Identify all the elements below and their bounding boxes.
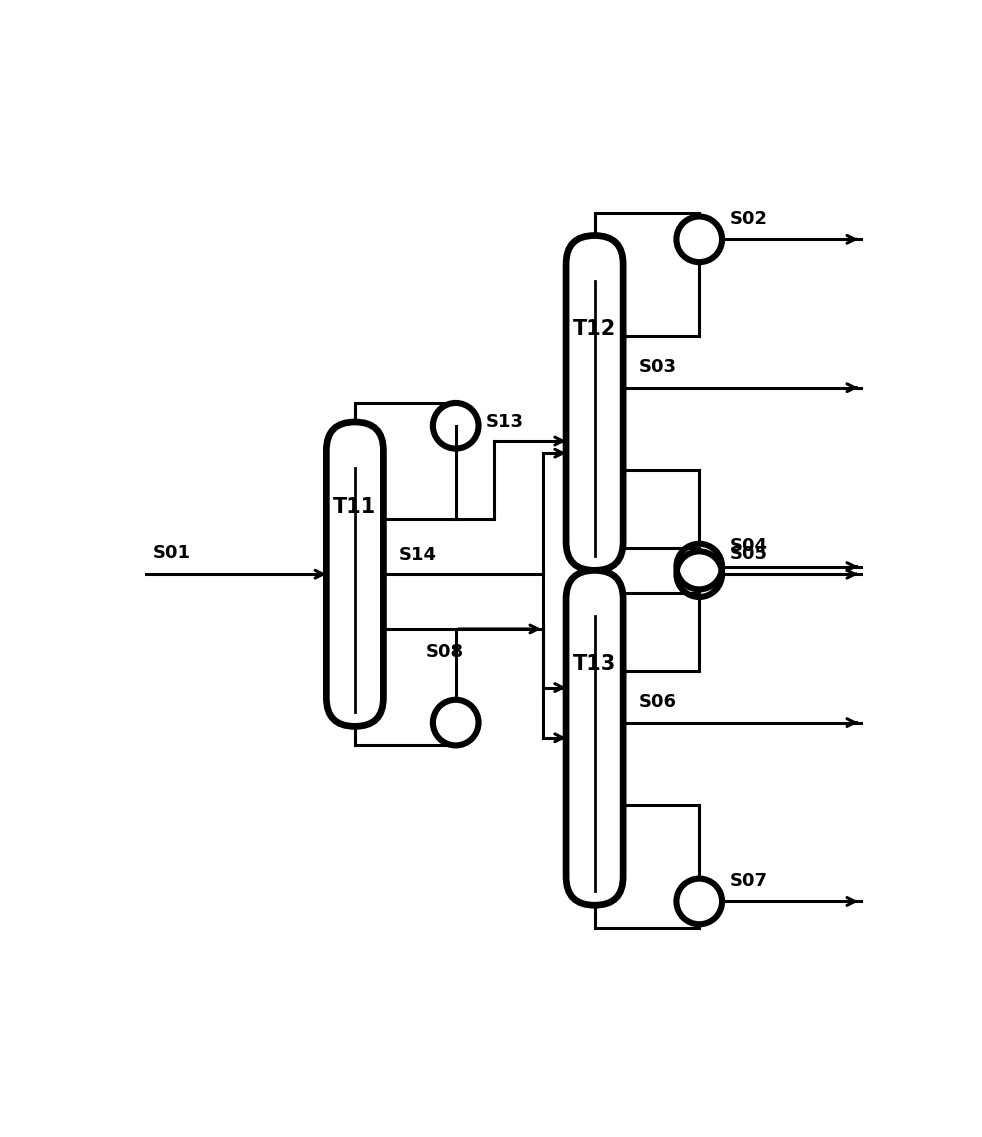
Text: S14: S14 [399,546,437,564]
Text: S05: S05 [730,545,768,563]
Text: S04: S04 [730,537,768,555]
FancyBboxPatch shape [566,571,624,905]
Text: T12: T12 [573,319,617,339]
FancyBboxPatch shape [326,422,383,727]
Text: S01: S01 [153,543,191,562]
Text: S08: S08 [425,642,464,661]
Text: S13: S13 [486,413,524,431]
Text: T13: T13 [573,654,617,674]
Text: S06: S06 [638,694,677,711]
Text: S07: S07 [730,872,768,890]
Text: S02: S02 [730,209,768,227]
Text: S03: S03 [638,358,677,376]
FancyBboxPatch shape [566,235,624,571]
Text: T11: T11 [333,497,376,517]
